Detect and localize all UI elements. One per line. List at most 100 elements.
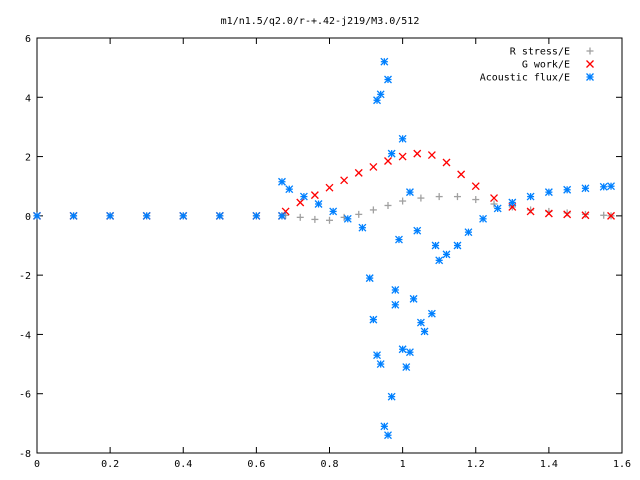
data-point (69, 211, 78, 220)
data-point (431, 241, 440, 250)
x-tick-label: 1.4 (540, 459, 558, 470)
data-point (457, 170, 466, 179)
x-tick-label: 0.4 (174, 459, 192, 470)
data-point (479, 214, 488, 223)
y-tick-label: -6 (19, 390, 31, 401)
data-point (405, 348, 414, 357)
data-point (391, 286, 400, 294)
data-point (215, 211, 224, 220)
data-point (416, 318, 425, 327)
series-G work/E (33, 149, 615, 220)
data-point (413, 149, 422, 158)
y-tick-label: -2 (19, 271, 31, 282)
data-point (106, 211, 115, 220)
data-point (179, 211, 188, 220)
data-point (380, 422, 389, 431)
data-point (355, 210, 363, 218)
data-point (527, 206, 535, 214)
legend-marker (586, 73, 594, 81)
data-point (376, 360, 385, 369)
data-point (544, 188, 553, 197)
data-point (409, 294, 418, 303)
data-point (471, 182, 480, 191)
data-point (563, 209, 571, 217)
data-point (581, 184, 590, 193)
data-point (398, 345, 407, 354)
data-point (395, 235, 403, 244)
data-point (33, 211, 41, 220)
plot-frame (36, 37, 623, 454)
x-tick-label: 0.6 (247, 459, 265, 470)
x-tick-label: 0 (34, 459, 40, 470)
data-point (435, 193, 443, 201)
data-point (311, 215, 319, 223)
legend-marker (586, 47, 594, 55)
data-point (600, 211, 608, 219)
data-point (384, 431, 392, 440)
data-point (310, 191, 319, 200)
data-point (326, 216, 333, 224)
legend-label: Acoustic flux/E (480, 73, 570, 84)
data-point (563, 210, 572, 219)
legend-marker (586, 60, 594, 68)
data-point (435, 256, 444, 265)
data-point (581, 211, 590, 220)
x-tick-label: 0.2 (101, 459, 119, 470)
data-point (493, 204, 502, 213)
data-point (314, 200, 323, 208)
data-point (365, 274, 374, 283)
data-point (373, 351, 381, 360)
chart-title: m1/n1.5/q2.0/r-+.42-j219/M3.0/512 (221, 16, 420, 27)
data-point (453, 241, 462, 250)
data-point (369, 206, 377, 214)
data-point (369, 315, 378, 324)
legend-label: G work/E (522, 60, 570, 71)
data-point (490, 194, 498, 203)
data-point (343, 214, 352, 223)
data-point (285, 185, 294, 194)
data-point (278, 211, 286, 220)
y-tick-label: 4 (25, 93, 31, 104)
x-tick-label: 1.6 (613, 459, 631, 470)
x-axis: 0 0.2 0.4 0.6 0.8 1 1.2 1.4 1.6 (34, 38, 631, 470)
series-layer (33, 57, 615, 440)
data-point (413, 226, 422, 235)
data-point (299, 192, 308, 201)
series-Acoustic flux/E (33, 57, 615, 440)
data-point (599, 182, 608, 191)
data-point (526, 207, 535, 216)
data-point (453, 193, 461, 201)
data-point (325, 183, 334, 192)
data-point (442, 158, 451, 167)
data-point (369, 162, 378, 171)
data-point (607, 182, 615, 191)
data-point (420, 327, 429, 336)
data-point (358, 223, 367, 232)
data-point (373, 96, 381, 105)
data-point (526, 192, 535, 201)
data-point (563, 185, 572, 194)
data-point (252, 211, 261, 220)
data-point (417, 194, 425, 202)
data-point (472, 196, 480, 204)
data-point (380, 57, 389, 66)
y-tick-label: -4 (19, 330, 31, 341)
data-point (296, 213, 304, 221)
data-point (376, 90, 385, 99)
legend-label: R stress/E (510, 47, 570, 58)
data-point (142, 211, 151, 220)
legend: R stress/E G work/E Acoustic flux/E (480, 47, 594, 84)
y-tick-label: 0 (25, 212, 31, 223)
data-point (278, 177, 286, 186)
data-point (544, 209, 553, 218)
data-point (398, 134, 407, 143)
y-tick-label: -8 (19, 449, 31, 460)
data-point (405, 188, 414, 197)
data-point (398, 152, 407, 161)
data-point (329, 207, 338, 216)
data-point (354, 168, 363, 177)
data-point (384, 201, 392, 209)
x-tick-label: 1 (400, 459, 406, 470)
data-point (427, 151, 436, 160)
data-point (402, 363, 411, 371)
